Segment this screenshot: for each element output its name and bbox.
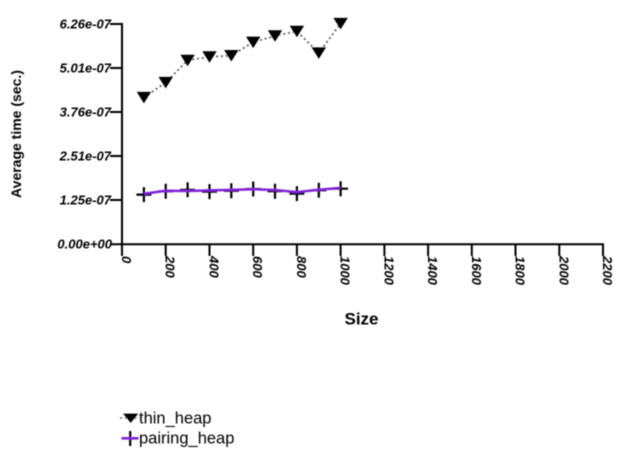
svg-text:1200: 1200 (381, 256, 396, 286)
svg-text:0: 0 (119, 256, 134, 264)
svg-text:1.25e-07: 1.25e-07 (60, 193, 112, 208)
svg-text:1600: 1600 (469, 256, 484, 286)
svg-text:1000: 1000 (338, 256, 353, 286)
svg-text:Size: Size (344, 310, 378, 329)
svg-text:1800: 1800 (513, 256, 528, 286)
svg-text:2200: 2200 (600, 255, 615, 286)
svg-text:0.00e+00: 0.00e+00 (57, 237, 112, 252)
svg-text:6.26e-07: 6.26e-07 (60, 17, 112, 32)
svg-text:thin_heap: thin_heap (139, 410, 212, 428)
svg-text:pairing_heap: pairing_heap (139, 430, 234, 448)
svg-text:2000: 2000 (556, 255, 571, 286)
svg-text:800: 800 (294, 256, 309, 278)
svg-text:2.51e-07: 2.51e-07 (59, 149, 112, 164)
svg-text:Average time (sec.): Average time (sec.) (8, 70, 24, 198)
svg-text:400: 400 (207, 255, 222, 278)
svg-text:1400: 1400 (425, 256, 440, 286)
svg-text:200: 200 (163, 255, 178, 278)
svg-text:3.76e-07: 3.76e-07 (60, 105, 112, 120)
svg-text:600: 600 (250, 256, 265, 278)
svg-text:5.01e-07: 5.01e-07 (60, 61, 112, 76)
